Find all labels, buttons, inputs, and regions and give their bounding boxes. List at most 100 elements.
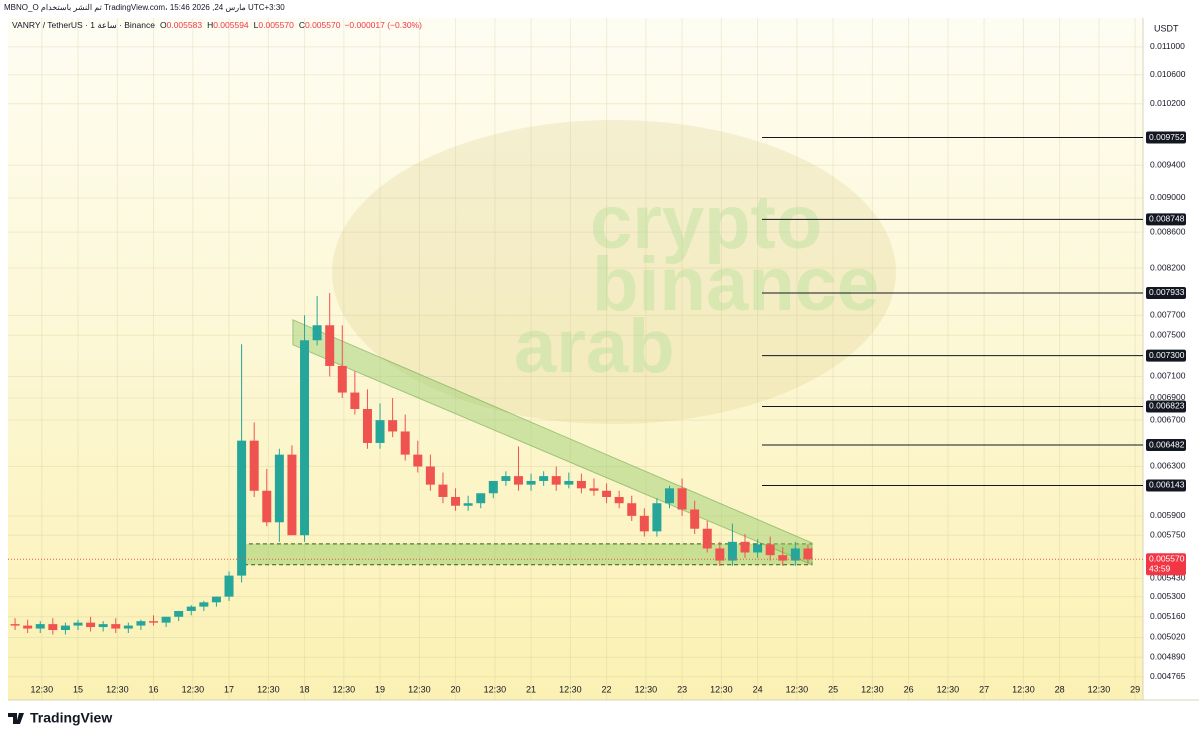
y-tick-label: 0.005430 — [1150, 573, 1186, 583]
x-tick-label: 12:30 — [710, 684, 733, 694]
candle-body — [501, 476, 511, 481]
candle-body — [98, 624, 108, 628]
candle-body — [727, 541, 737, 561]
level-tag — [1146, 479, 1186, 492]
x-tick-label: 29 — [1130, 684, 1140, 694]
countdown: 43:59 — [1149, 563, 1171, 573]
last-price-label: 0.005570 — [1149, 553, 1185, 563]
candle-body — [174, 610, 184, 617]
candle-body — [803, 548, 813, 560]
y-tick-label: 0.008600 — [1150, 226, 1186, 236]
x-tick-label: 12:30 — [786, 684, 809, 694]
y-tick-label: 0.008200 — [1150, 262, 1186, 272]
candle-body — [375, 420, 385, 443]
y-tick-label: 0.007500 — [1150, 329, 1186, 339]
x-tick-label: 17 — [224, 684, 234, 694]
level-tag — [1146, 213, 1186, 226]
candle-body — [388, 420, 398, 432]
candle-body — [262, 490, 272, 523]
x-tick-label: 20 — [451, 684, 461, 694]
candle-body — [400, 431, 410, 455]
candle-body — [10, 624, 20, 626]
candle-body — [161, 616, 171, 623]
currency: USDT — [1154, 23, 1179, 33]
candle-body — [111, 624, 121, 629]
level-label: 0.006482 — [1149, 439, 1185, 449]
legend: VANRY / TetherUS · 1 ساعة · Binance O0.00… — [12, 20, 422, 30]
x-tick-label: 23 — [677, 684, 687, 694]
candle-body — [602, 490, 612, 497]
x-tick-label: 18 — [300, 684, 310, 694]
candle-body — [639, 515, 649, 532]
watermark-badge — [332, 120, 896, 424]
candle-body — [526, 480, 536, 485]
candle-body — [287, 454, 297, 536]
candle-body — [451, 496, 461, 506]
y-tick-label: 0.006300 — [1150, 461, 1186, 471]
y-tick-label: 0.009400 — [1150, 159, 1186, 169]
legend-item: 0.005594 — [213, 20, 249, 30]
candle-body — [23, 625, 33, 629]
candle-body — [740, 541, 750, 553]
candle-body — [48, 624, 58, 631]
candle-body — [564, 480, 574, 485]
level-label: 0.008748 — [1149, 214, 1185, 224]
candle-body — [425, 466, 435, 485]
candle-body — [753, 544, 763, 553]
x-tick-label: 19 — [375, 684, 385, 694]
y-tick-label: 0.010600 — [1150, 69, 1186, 79]
x-tick-label: 12:30 — [257, 684, 280, 694]
level-label: 0.007933 — [1149, 287, 1185, 297]
candle-body — [614, 496, 624, 504]
watermark-text: binance — [592, 242, 879, 327]
y-tick-label: 0.005750 — [1150, 530, 1186, 540]
candle-body — [677, 488, 687, 510]
x-tick-label: 22 — [602, 684, 612, 694]
candle-body — [237, 440, 247, 576]
y-tick-label: 0.005300 — [1150, 591, 1186, 601]
x-tick-label: 12:30 — [333, 684, 356, 694]
level-tag — [1146, 286, 1186, 299]
y-tick-label: 0.009000 — [1150, 192, 1186, 202]
publisher: MBNO_O تم النشر باستخدام TradingView.com… — [4, 3, 285, 12]
y-tick-label: 0.006900 — [1150, 392, 1186, 402]
level-label: 0.006143 — [1149, 480, 1185, 490]
candle-body — [690, 509, 700, 529]
x-tick-label: 16 — [149, 684, 159, 694]
y-tick-label: 0.006700 — [1150, 414, 1186, 424]
candle-body — [60, 625, 70, 631]
x-tick-label: 28 — [1055, 684, 1065, 694]
candle-body — [362, 408, 372, 443]
candle-body — [211, 596, 221, 603]
level-label: 0.006823 — [1149, 401, 1185, 411]
candle-body — [765, 544, 775, 556]
y-tick-label: 0.004890 — [1150, 651, 1186, 661]
x-tick-label: 12:30 — [559, 684, 582, 694]
level-tag — [1146, 400, 1186, 413]
candle-body — [438, 484, 448, 497]
watermark-text: arab — [514, 304, 675, 389]
x-tick-label: 12:30 — [1088, 684, 1111, 694]
y-tick-label: 0.011000 — [1150, 41, 1185, 51]
candle-body — [86, 622, 96, 628]
y-tick-label: 0.010200 — [1150, 98, 1186, 108]
candle-body — [413, 454, 423, 467]
candle-body — [249, 440, 259, 491]
brand-logo — [8, 713, 24, 724]
legend-item: H — [207, 20, 213, 30]
candle-body — [539, 476, 549, 481]
candle-body — [325, 325, 335, 366]
level-tag — [1146, 439, 1186, 452]
y-tick-label: 0.005900 — [1150, 510, 1186, 520]
candle-body — [149, 621, 159, 623]
y-tick-label: 0.005160 — [1150, 611, 1186, 621]
candle-body — [664, 488, 674, 504]
x-tick-label: 15 — [73, 684, 83, 694]
watermark-text: crypto — [590, 180, 822, 265]
legend-item: 0.005583 — [167, 20, 203, 30]
candle-body — [123, 625, 133, 629]
level-label: 0.009752 — [1149, 132, 1185, 142]
candle-body — [652, 503, 662, 532]
